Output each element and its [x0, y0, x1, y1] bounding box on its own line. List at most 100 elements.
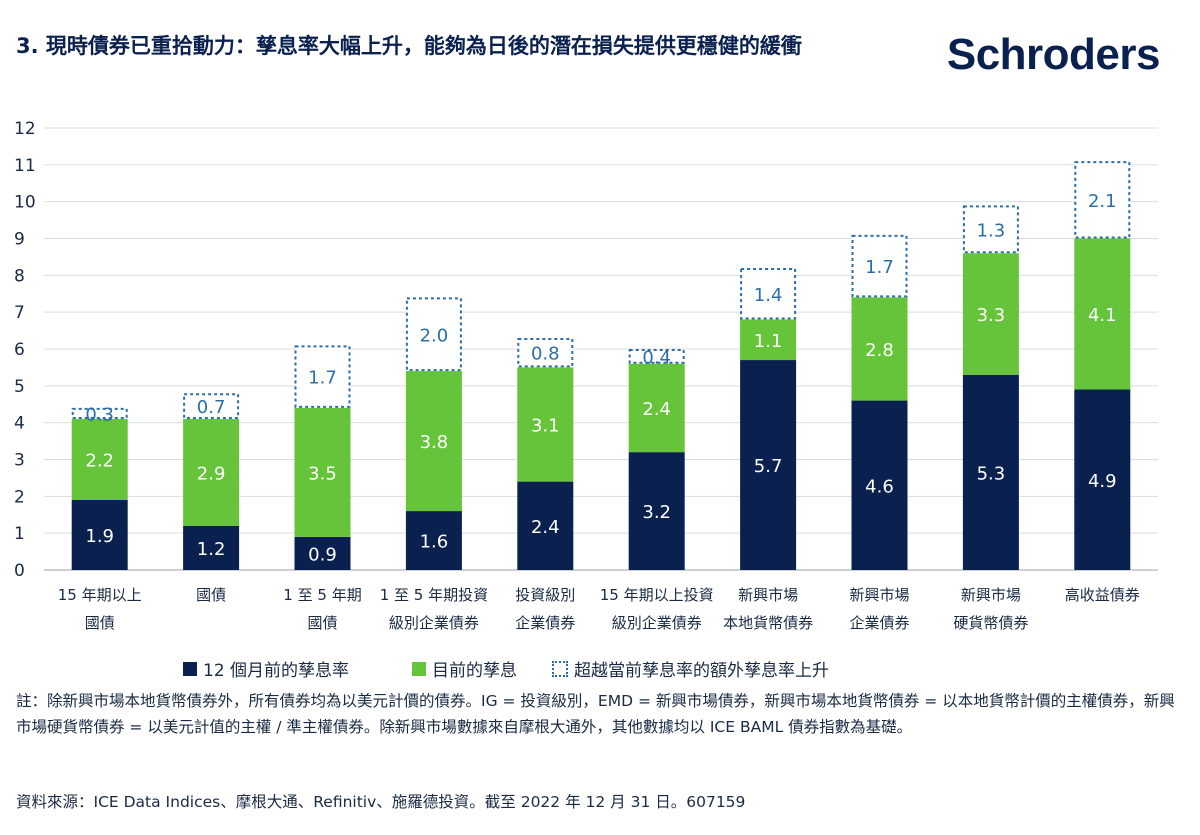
x-category-label: 新興市場: [961, 586, 1021, 604]
data-label-prev: 5.3: [977, 463, 1006, 484]
y-tick-label: 5: [14, 377, 25, 397]
data-label-extra: 1.4: [754, 285, 783, 306]
data-label-curr: 3.5: [308, 463, 337, 484]
x-category-label: 國債: [196, 586, 226, 604]
data-label-curr: 1.1: [754, 331, 783, 352]
x-category-label: 15 年期以上投資: [600, 586, 714, 604]
data-label-extra: 1.7: [865, 257, 894, 278]
bar-extra-yield: [294, 345, 351, 408]
bar-prev-yield: [1074, 389, 1131, 570]
bar-prev-yield: [294, 536, 351, 570]
x-category-label: 級別企業債券: [389, 614, 479, 632]
data-label-extra: 0.7: [197, 397, 226, 418]
data-label-prev: 0.9: [308, 544, 337, 565]
bar-prev-yield: [405, 511, 462, 570]
bar-prev-yield: [71, 500, 128, 570]
bar-current-yield: [405, 371, 462, 512]
data-label-extra: 1.3: [977, 220, 1006, 241]
x-category-label: 15 年期以上: [58, 586, 142, 604]
x-category-label: 高收益債券: [1065, 586, 1140, 604]
x-category-label: 硬貨幣債券: [953, 614, 1028, 632]
data-label-extra: 0.8: [531, 344, 560, 365]
data-label-extra: 1.7: [308, 368, 337, 389]
x-category-label: 國債: [85, 614, 115, 632]
chart-notes: 註：除新興市場本地貨幣債券外，所有債券均為以美元計價的債券。IG = 投資級別，…: [16, 692, 1175, 736]
chart-legend: 12 個月前的孳息率 目前的孳息 超越當前孳息率的額外孳息率上升: [0, 654, 1200, 684]
bar-current-yield: [294, 407, 351, 537]
x-category-label: 1 至 5 年期投資: [380, 586, 488, 604]
x-category-label: 企業債券: [849, 614, 909, 632]
legend-item-extra: 超越當前孳息率的額外孳息率上升: [552, 656, 829, 681]
bar-current-yield: [183, 418, 240, 526]
data-label-curr: 3.3: [977, 305, 1006, 326]
y-tick-label: 1: [14, 524, 25, 544]
data-label-curr: 2.2: [85, 451, 114, 472]
x-category-label: 新興市場: [738, 586, 798, 604]
y-tick-label: 8: [14, 266, 25, 286]
data-label-extra: 2.1: [1088, 191, 1117, 212]
legend-label-curr: 目前的孳息: [432, 661, 517, 681]
y-tick-label: 11: [14, 156, 36, 176]
y-tick-label: 12: [14, 119, 36, 139]
legend-label-prev: 12 個月前的孳息率: [203, 661, 350, 681]
chart-title: 3. 現時債券已重拾動力：孳息率大幅上升，能夠為日後的潛在損失提供更穩健的緩衝: [16, 34, 802, 58]
data-label-extra: 0.3: [85, 404, 114, 425]
y-tick-label: 0: [14, 561, 25, 581]
x-category-label: 1 至 5 年期: [283, 586, 361, 604]
bar-extra-yield: [851, 234, 908, 298]
x-category-label: 投資級別: [515, 586, 575, 604]
bar-current-yield: [962, 253, 1019, 375]
legend-label-extra: 超越當前孳息率的額外孳息率上升: [574, 661, 829, 681]
y-tick-label: 3: [14, 451, 25, 471]
bar-prev-yield: [183, 525, 240, 570]
bar-prev-yield: [851, 400, 908, 570]
chart-source: 資料來源：ICE Data Indices、摩根大通、Refinitiv、施羅德…: [16, 793, 746, 811]
bar-prev-yield: [962, 374, 1019, 570]
y-tick-label: 10: [14, 193, 36, 213]
legend-swatch-extra: [552, 660, 568, 677]
x-category-label: 本地貨幣債券: [723, 614, 813, 632]
data-label-curr: 3.8: [420, 432, 449, 453]
bar-current-yield: [740, 319, 797, 361]
data-label-curr: 2.4: [642, 399, 671, 420]
data-label-extra: 2.0: [420, 325, 449, 346]
data-label-curr: 2.9: [197, 463, 226, 484]
schroders-logo: Schroders: [946, 30, 1161, 79]
bar-current-yield: [1074, 238, 1131, 390]
legend-item-curr: 目前的孳息: [412, 656, 517, 681]
data-label-prev: 4.6: [865, 476, 894, 497]
bar-prev-yield: [628, 452, 685, 570]
y-tick-label: 6: [14, 340, 25, 360]
bar-extra-yield: [962, 205, 1019, 254]
x-category-label: 國債: [307, 614, 337, 632]
data-label-prev: 4.9: [1088, 471, 1117, 492]
data-label-prev: 1.9: [85, 526, 114, 547]
bar-current-yield: [628, 363, 685, 453]
y-tick-label: 4: [14, 414, 25, 434]
legend-swatch-curr: [412, 661, 426, 676]
x-category-label: 級別企業債券: [612, 614, 702, 632]
bar-extra-yield: [405, 297, 462, 372]
bar-current-yield: [517, 367, 574, 482]
legend-swatch-prev: [183, 661, 197, 676]
bar-extra-yield: [740, 267, 797, 320]
bar-extra-yield: [628, 349, 685, 364]
x-category-label: 新興市場: [849, 586, 909, 604]
data-label-prev: 1.6: [420, 532, 449, 553]
x-category-label: 企業債券: [515, 614, 575, 632]
legend-item-prev: 12 個月前的孳息率: [183, 656, 349, 681]
bar-extra-yield: [517, 337, 574, 368]
y-tick-label: 7: [14, 303, 25, 323]
bar-extra-yield: [71, 407, 128, 419]
bar-extra-yield: [1074, 161, 1131, 239]
data-label-prev: 1.2: [197, 539, 226, 560]
data-label-curr: 3.1: [531, 416, 560, 437]
data-label-curr: 2.8: [865, 340, 894, 361]
y-tick-label: 2: [14, 487, 25, 507]
data-label-extra: 0.4: [642, 347, 671, 368]
data-label-prev: 5.7: [754, 456, 783, 477]
data-label-prev: 3.2: [642, 502, 671, 523]
data-label-prev: 2.4: [531, 517, 560, 538]
y-tick-label: 9: [14, 230, 25, 250]
